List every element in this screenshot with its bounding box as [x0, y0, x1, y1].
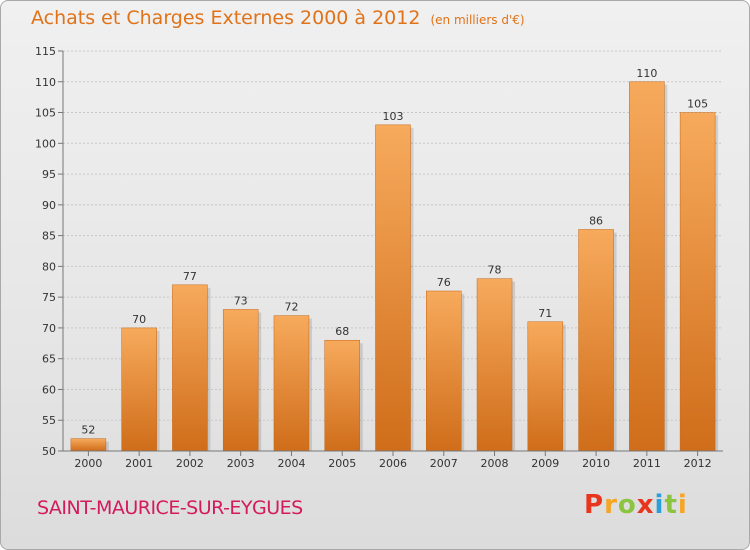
data-labels: 52 70 77 73 72 68 103 76 78 71 86 110 105	[81, 67, 708, 437]
y-tick-label: 90	[42, 199, 56, 212]
x-tick-label-2011: 2011	[633, 457, 661, 470]
x-tick-label-2005: 2005	[328, 457, 356, 470]
bar-2005	[324, 339, 360, 452]
proxiti-logo: Proxiti	[584, 490, 688, 520]
bar-2011	[629, 81, 665, 452]
chart-title-text: Achats et Charges Externes 2000 à 2012	[31, 7, 421, 29]
y-tick-label: 65	[42, 353, 56, 366]
y-tick-label: 70	[42, 322, 56, 335]
data-label-2001: 70	[132, 313, 146, 326]
bar-2009	[527, 321, 564, 452]
axes	[62, 51, 723, 452]
bar-2004	[273, 315, 310, 452]
chart-unit: (en milliers d'€)	[430, 13, 525, 27]
x-axis-ticks: 2000 2001 2002 2003 2004 2005 2006 2007 2008 2009…	[74, 451, 712, 470]
data-label-2008: 78	[488, 264, 502, 277]
y-tick-label: 100	[35, 137, 56, 150]
data-label-2005: 68	[335, 325, 349, 338]
x-tick-label-2012: 2012	[684, 457, 712, 470]
data-label-2006: 103	[383, 110, 404, 123]
y-tick-label: 60	[42, 383, 56, 396]
bar-2010	[578, 229, 614, 452]
bar-2007	[426, 290, 462, 452]
y-tick-label: 95	[42, 168, 56, 181]
y-tick-label: 115	[35, 45, 56, 58]
data-label-2010: 86	[589, 214, 603, 227]
bar-2006	[375, 124, 411, 452]
y-tick-label: 75	[42, 291, 56, 304]
x-tick-label-2009: 2009	[531, 457, 559, 470]
data-label-2002: 77	[183, 270, 197, 283]
x-tick-label-2001: 2001	[125, 457, 153, 470]
x-tick-label-2002: 2002	[176, 457, 204, 470]
x-tick-label-2004: 2004	[277, 457, 305, 470]
bars	[70, 81, 719, 452]
y-tick-label: 110	[35, 76, 56, 89]
data-label-2009: 71	[538, 307, 552, 320]
y-tick-label: 55	[42, 414, 56, 427]
y-tick-label: 50	[42, 445, 56, 458]
data-label-2011: 110	[636, 67, 657, 80]
y-tick-label: 80	[42, 260, 56, 273]
x-tick-label-2010: 2010	[582, 457, 610, 470]
x-tick-label-2008: 2008	[481, 457, 509, 470]
y-tick-label: 85	[42, 230, 56, 243]
data-label-2012: 105	[687, 98, 708, 111]
bar-2001	[121, 327, 157, 452]
bar-2008	[476, 278, 513, 452]
chart-title: Achats et Charges Externes 2000 à 2012 (e…	[31, 7, 525, 29]
data-label-2003: 73	[234, 294, 248, 307]
data-label-2000: 52	[81, 424, 95, 437]
x-tick-label-2003: 2003	[227, 457, 255, 470]
bar-2002	[172, 284, 208, 452]
bar-2012	[679, 112, 716, 452]
y-axis-ticks: 50 55 60 65 70 75 80 85 90 95 100 105 110 115	[35, 45, 63, 458]
x-tick-label-2007: 2007	[430, 457, 458, 470]
commune-name: SAINT-MAURICE-SUR-EYGUES	[37, 497, 303, 519]
data-label-2004: 72	[284, 301, 298, 314]
x-tick-label-2006: 2006	[379, 457, 407, 470]
x-tick-label-2000: 2000	[74, 457, 102, 470]
data-label-2007: 76	[437, 276, 451, 289]
bar-2003	[222, 309, 259, 452]
y-tick-label: 105	[35, 107, 56, 120]
bar-2000	[70, 438, 107, 452]
